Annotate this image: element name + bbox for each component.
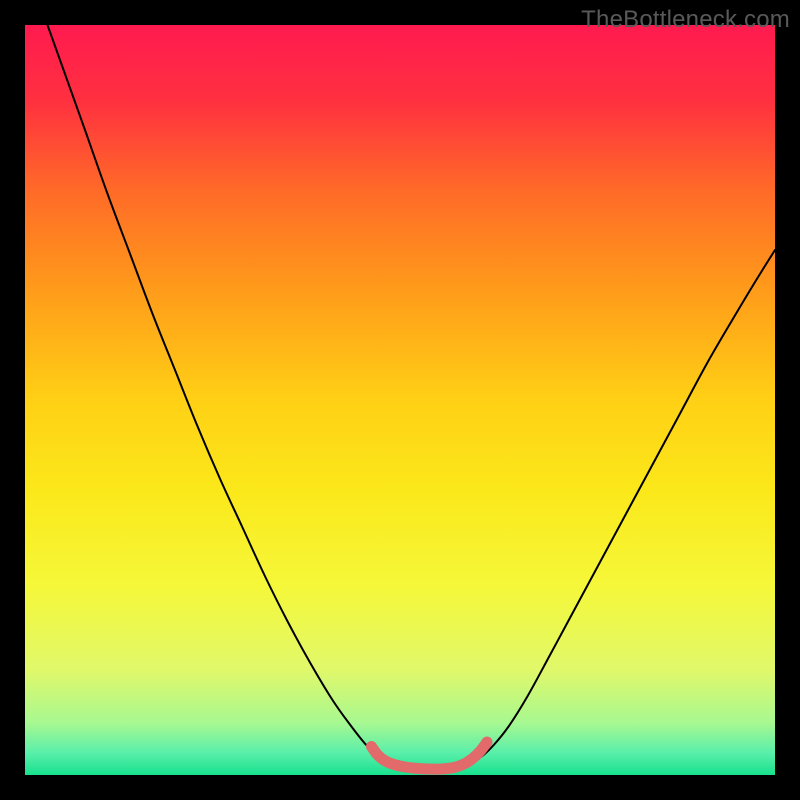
chart-container: TheBottleneck.com (0, 0, 800, 800)
bottleneck-curve-chart (0, 0, 800, 800)
gradient-plot-area (25, 25, 775, 775)
